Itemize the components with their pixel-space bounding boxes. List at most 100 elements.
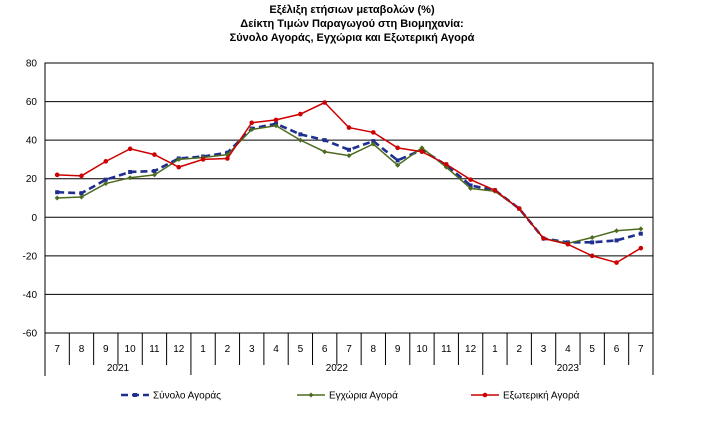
data-point <box>541 236 546 241</box>
y-tick-label: 60 <box>26 97 38 108</box>
data-point <box>200 157 206 162</box>
chart-title-line-1: Εξέλιξη ετήσιων μεταβολών (%) <box>269 4 435 16</box>
data-point <box>638 226 644 232</box>
data-point <box>370 141 376 147</box>
x-tick-label: 2 <box>516 344 522 355</box>
data-point <box>346 125 352 130</box>
data-point <box>371 139 376 144</box>
x-tick-label: 7 <box>346 344 352 355</box>
data-point <box>128 169 133 174</box>
data-point <box>322 149 328 155</box>
year-label: 2022 <box>326 363 349 374</box>
legend-label: Σύνολο Αγοράς <box>153 390 221 402</box>
data-point <box>103 177 108 182</box>
data-point <box>176 164 182 170</box>
data-point <box>127 146 133 152</box>
x-tick-label: 7 <box>54 344 60 355</box>
plot-frame <box>44 62 654 334</box>
x-tick-label: 12 <box>173 344 185 355</box>
data-point <box>346 153 352 159</box>
chart-title: Εξέλιξη ετήσιων μεταβολών (%) Δείκτη Τιμ… <box>0 3 704 45</box>
data-point <box>297 137 303 143</box>
data-point <box>273 117 279 123</box>
x-tick-label: 9 <box>103 344 109 355</box>
data-point <box>638 245 644 251</box>
data-point <box>79 173 84 179</box>
data-point <box>589 253 595 259</box>
year-label: 2021 <box>107 363 130 374</box>
data-point <box>614 228 620 234</box>
data-point <box>590 240 595 245</box>
y-tick-label: 80 <box>26 59 38 70</box>
x-tick-label: 8 <box>371 344 377 355</box>
x-tick-label: 1 <box>492 344 498 355</box>
data-point <box>516 206 522 211</box>
data-point <box>468 185 474 191</box>
data-point <box>395 145 400 151</box>
y-tick-label: 20 <box>26 174 38 185</box>
legend-label: Εγχώρια Αγορά <box>329 390 398 402</box>
x-tick-label: 4 <box>565 344 571 355</box>
data-point <box>54 172 60 178</box>
series-line <box>57 122 642 244</box>
data-point <box>152 169 157 173</box>
data-point <box>249 127 255 133</box>
data-point <box>78 194 84 200</box>
data-point <box>103 159 109 164</box>
x-tick-label: 5 <box>298 344 304 355</box>
data-point <box>419 145 425 151</box>
year-label: 2023 <box>557 363 580 374</box>
x-tick-label: 10 <box>416 344 428 355</box>
x-tick-label: 11 <box>149 344 160 355</box>
legend-marker <box>308 392 314 398</box>
data-point <box>79 191 84 196</box>
data-point <box>347 147 351 152</box>
x-tick-label: 11 <box>441 344 452 355</box>
chart-title-line-3: Σύνολο Αγοράς, Εγχώρια και Εξωτερική Αγο… <box>229 32 475 44</box>
y-tick-label: -60 <box>23 329 38 340</box>
x-tick-label: 10 <box>125 344 137 355</box>
x-tick-label: 9 <box>395 344 401 355</box>
x-tick-label: 4 <box>273 344 279 355</box>
y-tick-label: 40 <box>26 136 38 147</box>
data-point <box>249 120 255 126</box>
data-point <box>273 123 279 129</box>
data-point <box>614 238 619 243</box>
data-point <box>565 241 571 247</box>
data-point <box>419 149 425 155</box>
data-point <box>298 132 303 137</box>
x-tick-label: 1 <box>200 344 206 355</box>
data-point <box>103 181 109 187</box>
data-point <box>127 175 133 181</box>
data-point <box>151 172 157 178</box>
data-point <box>589 235 595 241</box>
data-point <box>322 138 327 143</box>
series-line <box>57 124 641 245</box>
data-point <box>152 152 157 157</box>
x-tick-label: 8 <box>79 344 85 355</box>
y-tick-label: 0 <box>31 213 37 224</box>
legend-label: Εξωτερική Αγορά <box>503 390 580 402</box>
data-point <box>176 156 182 162</box>
data-point <box>55 190 60 195</box>
x-tick-label: 6 <box>322 344 328 355</box>
y-tick-label: -20 <box>23 251 38 262</box>
data-point <box>468 183 473 188</box>
y-tick-label: -40 <box>23 290 38 301</box>
data-point <box>492 187 498 193</box>
data-point <box>614 260 619 265</box>
legend-marker <box>133 393 137 397</box>
chart-title-line-2: Δείκτη Τιμών Παραγωγού στη Βιομηχανία: <box>240 18 464 30</box>
data-point <box>395 158 400 163</box>
x-tick-label: 3 <box>541 344 547 355</box>
x-tick-label: 6 <box>614 344 620 355</box>
x-tick-label: 3 <box>249 344 255 355</box>
data-point <box>225 156 230 161</box>
x-tick-label: 5 <box>589 344 595 355</box>
data-point <box>443 161 449 167</box>
data-point <box>395 162 401 168</box>
data-point <box>298 111 303 117</box>
x-tick-label: 2 <box>225 344 231 355</box>
legend-marker <box>482 392 488 398</box>
